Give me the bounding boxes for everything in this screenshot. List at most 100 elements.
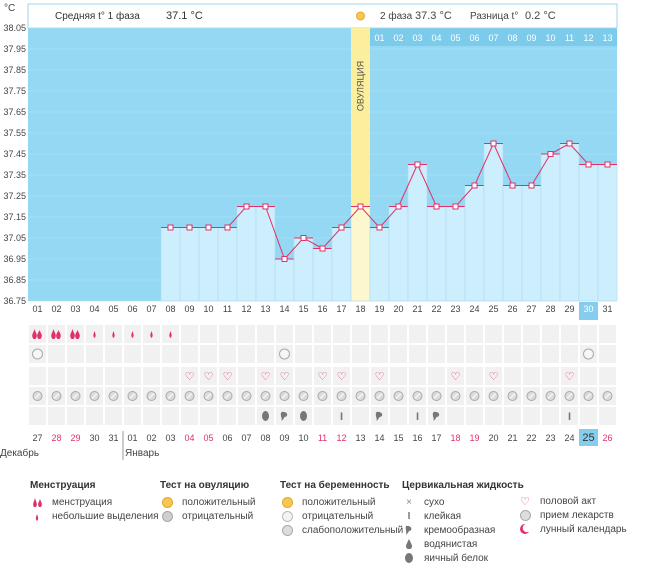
row-cell [409, 325, 426, 343]
date-label: 05 [203, 433, 213, 443]
row-cell [48, 325, 65, 343]
row-cell [314, 325, 331, 343]
phase2-label: 2 фаза [380, 10, 413, 22]
row-cell [162, 367, 179, 385]
legend-other: ♡ половой акт прием лекарств лунный кален… [518, 494, 627, 536]
cycle-day-label: 17 [336, 304, 346, 314]
row-cell [561, 325, 578, 343]
y-unit-label: °C [4, 3, 15, 14]
temp-point [319, 245, 326, 252]
menstruation-drop-icon [30, 496, 44, 508]
row-cell [314, 345, 331, 363]
row-cell [428, 367, 445, 385]
y-tick-label: 37.35 [3, 170, 26, 180]
watery-icon [402, 538, 416, 550]
date-label: 21 [507, 433, 517, 443]
cycle-day-label: 15 [298, 304, 308, 314]
temp-bar [160, 227, 181, 302]
row-cell [29, 407, 46, 425]
temp-bar [388, 206, 409, 302]
row-cell [295, 367, 312, 385]
phase2-day-cell [484, 28, 503, 46]
row-cell [542, 325, 559, 343]
row-cell [86, 407, 103, 425]
phase1-value: 37.1 °C [166, 10, 203, 22]
row-cell [333, 407, 350, 425]
legend-menstruation-item: менструация [52, 496, 113, 508]
cycle-day-label: 01 [32, 304, 42, 314]
heart-icon: ♡ [520, 495, 530, 508]
cycle-day-label: 18 [355, 304, 365, 314]
row-cell [504, 345, 521, 363]
legend-medication: прием лекарств [540, 509, 614, 521]
pill-line [604, 393, 611, 399]
row-cell [105, 367, 122, 385]
date-label: 24 [564, 433, 574, 443]
temp-point [262, 203, 269, 210]
cycle-day-label: 02 [51, 304, 61, 314]
phase2-day-cell [579, 28, 598, 46]
row-cell [48, 407, 65, 425]
phase2-day-label: 08 [507, 33, 517, 43]
legend-pregnancy-weak: слабоположительный [302, 524, 404, 536]
small-drop-icon [169, 331, 172, 338]
row-cell [200, 407, 217, 425]
temp-point [585, 161, 592, 168]
row-cell [523, 407, 540, 425]
phase2-day-cell [522, 28, 541, 46]
pregnancy-negative-icon [280, 510, 294, 522]
row-cell [504, 325, 521, 343]
row-cell [48, 367, 65, 385]
menstruation-drop-icon [75, 330, 80, 339]
pill-line [148, 393, 155, 399]
phase2-day-cell [598, 28, 617, 46]
menstruation-drop-icon [56, 330, 61, 339]
row-cell [238, 325, 255, 343]
date-label: 12 [336, 433, 346, 443]
pill-line [300, 393, 307, 399]
sticky-icon: I [407, 510, 411, 522]
moon-icon [518, 523, 532, 535]
legend-creamy: кремообразная [424, 524, 496, 536]
row-cell [352, 325, 369, 343]
legend-egg-white: яичный белок [424, 552, 489, 564]
row-cell [200, 345, 217, 363]
row-cell [447, 345, 464, 363]
cycle-day-label: 03 [70, 304, 80, 314]
negative-test-icon [583, 348, 594, 360]
row-cell [466, 407, 483, 425]
current-date-cell [579, 429, 598, 446]
menstruation-drop-icon [32, 329, 37, 339]
row-cell [504, 367, 521, 385]
temp-bar [464, 185, 485, 302]
row-cell [181, 325, 198, 343]
pill-line [34, 393, 41, 399]
row-cell [200, 325, 217, 343]
date-label: 27 [32, 433, 42, 443]
creamy-icon [375, 411, 383, 421]
cycle-day-label: 04 [89, 304, 99, 314]
pill-line [129, 393, 136, 399]
phase1-label: Средняя t° 1 фаза [55, 10, 140, 22]
temp-bar [407, 164, 428, 302]
y-tick-label: 36.95 [3, 254, 26, 264]
temp-bar [445, 206, 466, 302]
phase2-day-label: 01 [374, 33, 384, 43]
row-cell [105, 407, 122, 425]
phase2-day-label: 05 [450, 33, 460, 43]
phase2-day-label: 12 [583, 33, 593, 43]
date-label: 09 [279, 433, 289, 443]
cycle-day-label: 11 [223, 304, 232, 314]
temp-point [490, 140, 497, 147]
date-label: 06 [222, 433, 232, 443]
date-label: 28 [51, 433, 61, 443]
row-cell [67, 345, 84, 363]
phase2-day-label: 02 [393, 33, 403, 43]
month-label-january: Январь [125, 448, 159, 459]
temp-point [338, 224, 345, 231]
chart-header [27, 3, 618, 29]
pregnancy-positive-icon [280, 496, 294, 508]
temp-bar [369, 227, 390, 302]
pill-line [566, 393, 573, 399]
legend-pregnancy-title: Тест на беременность [280, 480, 390, 491]
